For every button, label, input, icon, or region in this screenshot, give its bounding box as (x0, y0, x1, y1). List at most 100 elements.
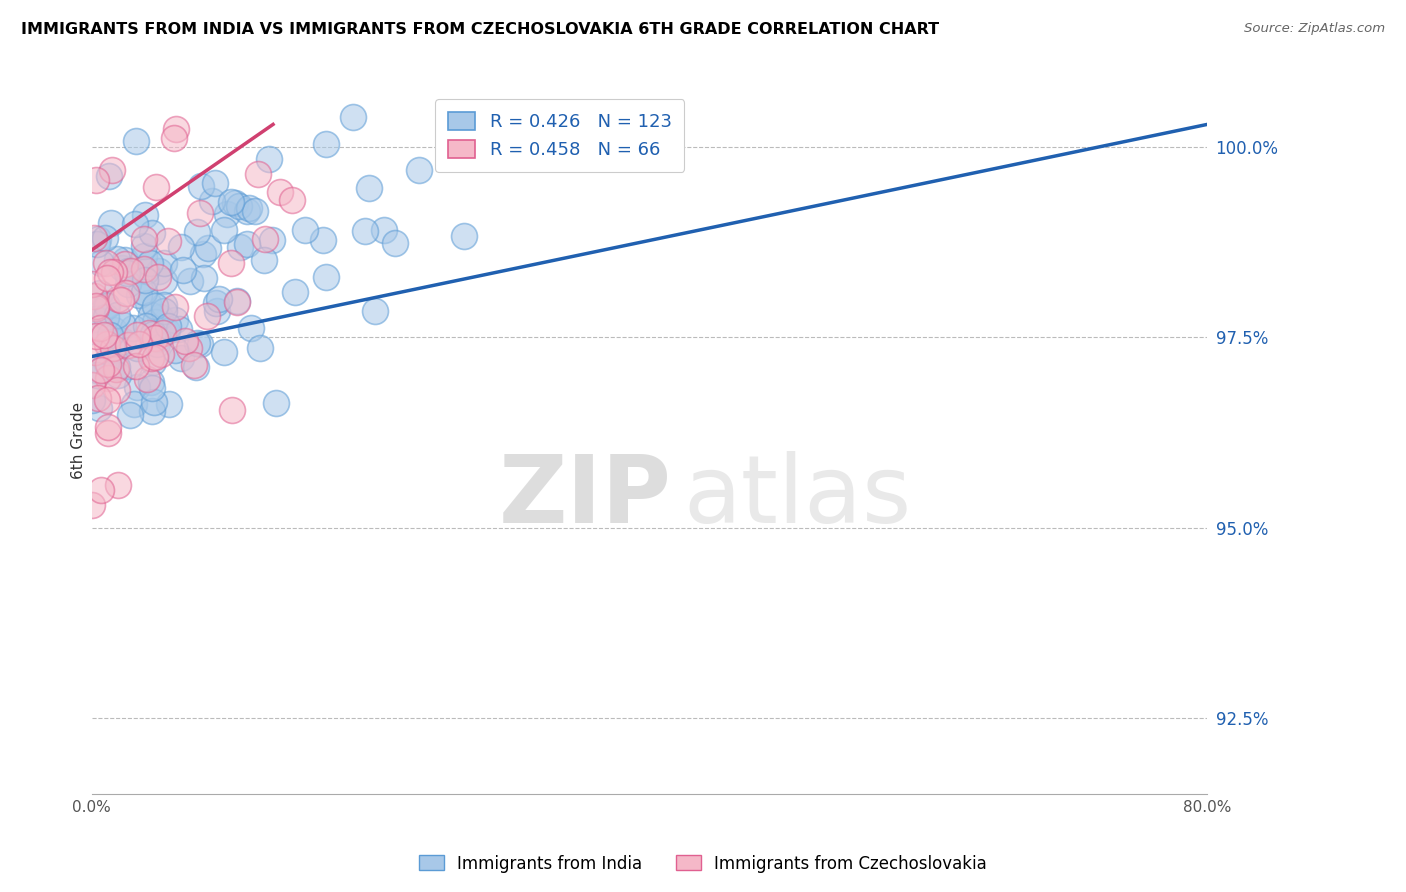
Point (204, 296, 226, 310)
Point (89, 320, 111, 334)
Point (170, 240, 193, 254)
Point (141, 381, 163, 395)
Point (86, 391, 108, 405)
Point (134, 273, 156, 287)
Point (153, 273, 176, 287)
Point (86, 368, 108, 383)
Point (153, 256, 176, 270)
Point (93, 328, 115, 343)
Point (315, 269, 337, 284)
Point (170, 351, 193, 366)
Point (141, 403, 163, 417)
Point (97, 357, 120, 371)
Y-axis label: 6th Grade: 6th Grade (72, 401, 86, 479)
Point (245, 203, 267, 218)
Point (354, 224, 377, 238)
Point (190, 178, 212, 193)
Point (121, 264, 143, 278)
Point (96, 392, 118, 407)
Point (142, 355, 165, 369)
Point (117, 359, 139, 374)
Point (139, 308, 162, 322)
Point (107, 368, 129, 382)
Point (269, 185, 291, 199)
Point (163, 131, 186, 145)
Point (125, 134, 148, 148)
Point (90, 256, 112, 270)
Point (115, 285, 138, 300)
Point (224, 195, 246, 210)
Point (80, 277, 103, 291)
Point (94, 355, 117, 369)
Point (120, 408, 142, 422)
Point (103, 323, 125, 337)
Point (152, 326, 174, 340)
Point (96, 299, 118, 313)
Point (103, 342, 125, 356)
Point (221, 195, 243, 210)
Point (191, 247, 214, 261)
Point (193, 271, 215, 285)
Legend: R = 0.426   N = 123, R = 0.458   N = 66: R = 0.426 N = 123, R = 0.458 N = 66 (436, 99, 685, 172)
Point (139, 375, 162, 389)
Point (103, 265, 125, 279)
Point (105, 252, 128, 266)
Point (107, 292, 129, 306)
Point (134, 262, 156, 277)
Point (80, 393, 103, 408)
Point (165, 122, 187, 136)
Point (132, 232, 155, 246)
Point (105, 359, 128, 374)
Point (122, 320, 145, 334)
Point (165, 343, 187, 358)
Point (141, 326, 163, 341)
Point (98, 265, 121, 279)
Point (134, 208, 156, 222)
Point (135, 318, 157, 333)
Point (148, 264, 170, 278)
Point (125, 359, 148, 373)
Text: atlas: atlas (683, 450, 911, 543)
Point (384, 236, 406, 251)
Point (83, 231, 105, 245)
Point (156, 324, 179, 338)
Point (84, 173, 107, 187)
Point (169, 322, 191, 336)
Point (117, 277, 139, 291)
Point (104, 345, 127, 359)
Point (179, 274, 201, 288)
Point (84, 301, 107, 316)
Point (132, 238, 155, 252)
Point (221, 402, 243, 417)
Point (197, 241, 219, 255)
Point (253, 252, 276, 267)
Point (112, 318, 135, 332)
Point (165, 300, 187, 314)
Point (125, 341, 148, 355)
Point (115, 266, 138, 280)
Point (98, 328, 121, 343)
Point (157, 397, 180, 411)
Point (204, 176, 226, 190)
Point (96, 420, 118, 434)
Point (83, 303, 105, 318)
Point (90, 363, 112, 377)
Point (212, 222, 235, 236)
Point (84, 299, 107, 313)
Point (82, 377, 104, 392)
Point (94, 256, 117, 270)
Point (186, 335, 208, 350)
Point (145, 337, 167, 351)
Point (94, 231, 117, 245)
Point (188, 336, 211, 351)
Point (132, 285, 155, 299)
Point (284, 285, 307, 299)
Point (136, 295, 159, 310)
Point (82, 499, 104, 513)
Point (373, 223, 395, 237)
Point (236, 203, 259, 218)
Point (408, 163, 430, 178)
Point (96, 271, 118, 285)
Point (249, 342, 271, 356)
Point (100, 162, 122, 177)
